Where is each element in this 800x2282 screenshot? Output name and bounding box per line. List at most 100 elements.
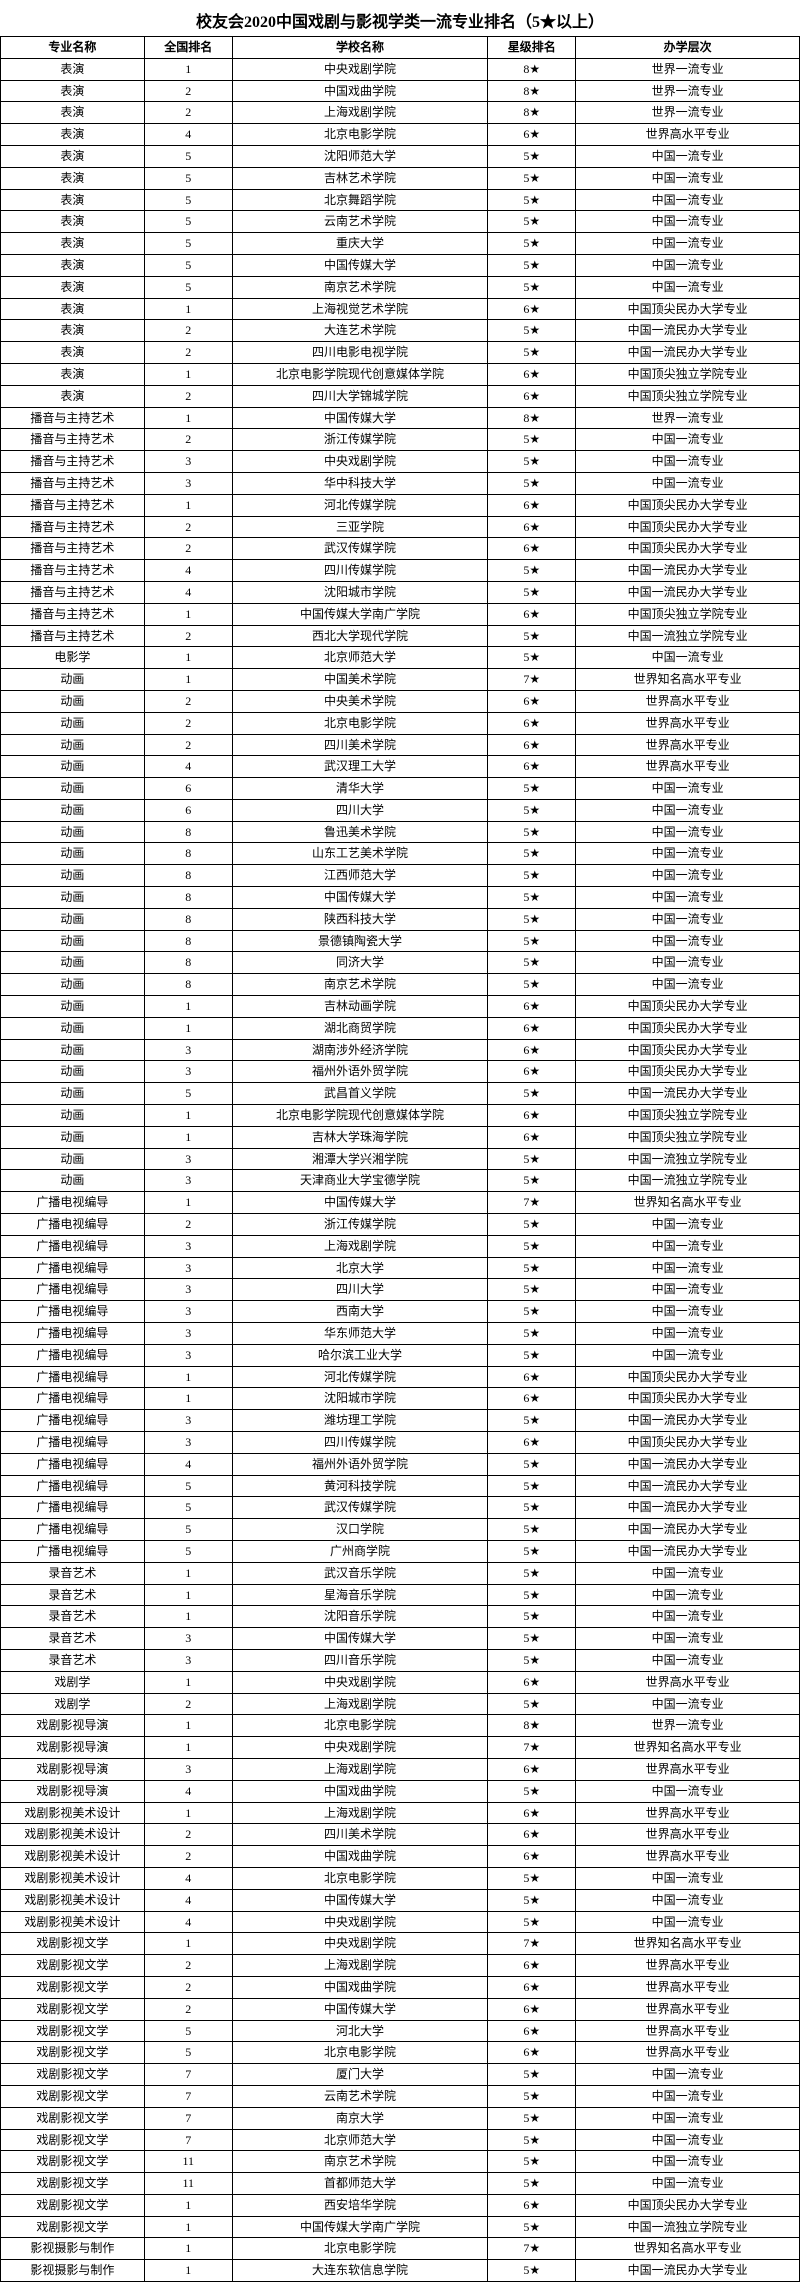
table-cell: 世界一流专业 [576, 102, 800, 124]
table-cell: 1 [144, 1737, 232, 1759]
table-cell: 3 [144, 1410, 232, 1432]
table-cell: 2 [144, 1846, 232, 1868]
table-cell: 中国一流专业 [576, 974, 800, 996]
table-cell: 河北大学 [232, 2020, 488, 2042]
table-cell: 世界高水平专业 [576, 2042, 800, 2064]
table-cell: 中国戏曲学院 [232, 1976, 488, 1998]
table-row: 动画3天津商业大学宝德学院5★中国一流独立学院专业 [1, 1170, 800, 1192]
table-header-row: 专业名称 全国排名 学校名称 星级排名 办学层次 [1, 37, 800, 59]
table-cell: 世界知名高水平专业 [576, 1933, 800, 1955]
table-cell: 6★ [488, 385, 576, 407]
table-row: 动画2四川美术学院6★世界高水平专业 [1, 734, 800, 756]
table-cell: 四川电影电视学院 [232, 342, 488, 364]
table-cell: 2 [144, 538, 232, 560]
table-cell: 广播电视编导 [1, 1344, 145, 1366]
table-cell: 3 [144, 1279, 232, 1301]
table-cell: 播音与主持艺术 [1, 451, 145, 473]
table-row: 动画8江西师范大学5★中国一流专业 [1, 865, 800, 887]
table-cell: 广播电视编导 [1, 1519, 145, 1541]
table-row: 戏剧影视文学2上海戏剧学院6★世界高水平专业 [1, 1955, 800, 1977]
table-cell: 武汉传媒学院 [232, 538, 488, 560]
table-cell: 广播电视编导 [1, 1540, 145, 1562]
table-cell: 戏剧影视导演 [1, 1737, 145, 1759]
table-cell: 广播电视编导 [1, 1388, 145, 1410]
table-cell: 6★ [488, 1126, 576, 1148]
table-cell: 1 [144, 647, 232, 669]
table-cell: 5★ [488, 647, 576, 669]
table-cell: 5 [144, 233, 232, 255]
table-cell: 5★ [488, 1693, 576, 1715]
table-row: 播音与主持艺术2三亚学院6★中国顶尖民办大学专业 [1, 516, 800, 538]
table-cell: 中国一流专业 [576, 2151, 800, 2173]
table-cell: 中国一流专业 [576, 2107, 800, 2129]
table-row: 戏剧影视文学7厦门大学5★中国一流专业 [1, 2064, 800, 2086]
table-cell: 中国一流专业 [576, 1889, 800, 1911]
table-cell: 中国一流专业 [576, 451, 800, 473]
table-cell: 8★ [488, 1715, 576, 1737]
table-cell: 6★ [488, 538, 576, 560]
table-row: 广播电视编导3北京大学5★中国一流专业 [1, 1257, 800, 1279]
table-row: 影视摄影与制作1大连东软信息学院5★中国一流民办大学专业 [1, 2260, 800, 2282]
table-cell: 5★ [488, 1562, 576, 1584]
table-row: 表演1北京电影学院现代创意媒体学院6★中国顶尖独立学院专业 [1, 363, 800, 385]
table-cell: 5 [144, 254, 232, 276]
table-row: 表演5南京艺术学院5★中国一流专业 [1, 276, 800, 298]
table-cell: 5★ [488, 843, 576, 865]
table-cell: 中国一流专业 [576, 1649, 800, 1671]
table-cell: 动画 [1, 952, 145, 974]
table-row: 戏剧影视文学7云南艺术学院5★中国一流专业 [1, 2085, 800, 2107]
table-cell: 5★ [488, 1344, 576, 1366]
table-cell: 世界高水平专业 [576, 1671, 800, 1693]
table-row: 表演2中国戏曲学院8★世界一流专业 [1, 80, 800, 102]
table-cell: 世界高水平专业 [576, 124, 800, 146]
table-cell: 湘潭大学兴湘学院 [232, 1148, 488, 1170]
table-cell: 2 [144, 690, 232, 712]
table-cell: 中国一流专业 [576, 1780, 800, 1802]
table-cell: 动画 [1, 669, 145, 691]
table-cell: 4 [144, 1453, 232, 1475]
table-cell: 广播电视编导 [1, 1279, 145, 1301]
table-cell: 中国一流专业 [576, 1584, 800, 1606]
table-cell: 河北传媒学院 [232, 1366, 488, 1388]
table-cell: 中国传媒大学南广学院 [232, 2216, 488, 2238]
table-cell: 中国一流专业 [576, 1323, 800, 1345]
table-cell: 同济大学 [232, 952, 488, 974]
table-cell: 录音艺术 [1, 1649, 145, 1671]
table-cell: 5★ [488, 233, 576, 255]
table-cell: 2 [144, 734, 232, 756]
table-cell: 中国传媒大学 [232, 1192, 488, 1214]
table-cell: 5★ [488, 167, 576, 189]
table-cell: 武昌首义学院 [232, 1083, 488, 1105]
table-cell: 5★ [488, 952, 576, 974]
table-row: 广播电视编导3华东师范大学5★中国一流专业 [1, 1323, 800, 1345]
table-cell: 4 [144, 581, 232, 603]
table-cell: 四川大学 [232, 799, 488, 821]
table-cell: 5★ [488, 1170, 576, 1192]
table-cell: 吉林艺术学院 [232, 167, 488, 189]
table-cell: 世界高水平专业 [576, 734, 800, 756]
table-cell: 星海音乐学院 [232, 1584, 488, 1606]
table-cell: 广播电视编导 [1, 1323, 145, 1345]
table-cell: 表演 [1, 233, 145, 255]
table-row: 录音艺术1星海音乐学院5★中国一流专业 [1, 1584, 800, 1606]
table-row: 播音与主持艺术3中央戏剧学院5★中国一流专业 [1, 451, 800, 473]
table-cell: 北京师范大学 [232, 647, 488, 669]
table-cell: 浙江传媒学院 [232, 429, 488, 451]
table-cell: 中国顶尖独立学院专业 [576, 1126, 800, 1148]
table-cell: 5★ [488, 821, 576, 843]
table-cell: 北京电影学院 [232, 1867, 488, 1889]
table-cell: 5 [144, 189, 232, 211]
table-cell: 1 [144, 1715, 232, 1737]
table-cell: 7 [144, 2129, 232, 2151]
table-cell: 7 [144, 2085, 232, 2107]
table-row: 动画8鲁迅美术学院5★中国一流专业 [1, 821, 800, 843]
table-cell: 中国顶尖民办大学专业 [576, 1432, 800, 1454]
table-cell: 华东师范大学 [232, 1323, 488, 1345]
table-cell: 录音艺术 [1, 1606, 145, 1628]
table-row: 动画6清华大学5★中国一流专业 [1, 778, 800, 800]
table-cell: 中国一流专业 [576, 1628, 800, 1650]
table-cell: 5★ [488, 908, 576, 930]
table-cell: 8 [144, 952, 232, 974]
table-cell: 中国一流专业 [576, 2064, 800, 2086]
table-cell: 5★ [488, 451, 576, 473]
